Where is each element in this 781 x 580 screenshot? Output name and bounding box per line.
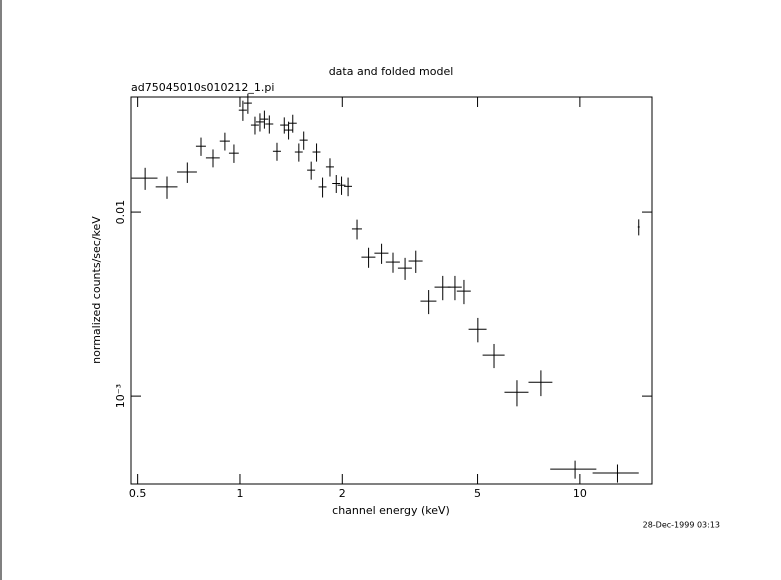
data-point: [361, 247, 376, 268]
data-point: [177, 162, 197, 183]
data-point: [219, 132, 230, 151]
data-point: [284, 121, 293, 140]
data-point: [468, 317, 487, 343]
data-point: [265, 115, 274, 134]
data-point: [592, 464, 639, 483]
data-point: [420, 290, 437, 315]
data-point: [332, 175, 341, 193]
data-point: [408, 250, 423, 273]
data-point: [131, 167, 158, 190]
x-tick-label: 1: [236, 487, 243, 500]
data-point: [337, 176, 346, 195]
y-tick-label: 0.01: [114, 200, 127, 225]
data-point: [307, 161, 316, 180]
data-point: [325, 158, 334, 177]
data-point: [155, 176, 178, 199]
data-point: [434, 275, 451, 301]
data-point: [205, 149, 220, 168]
data-point: [280, 117, 289, 134]
data-point: [195, 137, 206, 156]
data-point: [447, 275, 462, 301]
timestamp: 28-Dec-1999 03:13: [643, 521, 720, 530]
y-tick-label: 10⁻³: [114, 384, 127, 408]
x-axis-label: channel energy (keV): [332, 504, 450, 517]
data-point: [504, 380, 529, 407]
plot-frame: [130, 96, 653, 485]
y-axis-label: normalized counts/sec/keV: [90, 216, 103, 364]
x-tick-label: 2: [339, 487, 346, 500]
data-point: [288, 114, 297, 133]
data-point: [397, 257, 412, 280]
data-point: [238, 100, 247, 121]
data-point: [482, 343, 505, 369]
data-point: [351, 219, 362, 240]
data-point: [312, 143, 321, 162]
x-tick-label: 10: [573, 487, 587, 500]
data-point: [344, 177, 353, 197]
chart-subtitle: ad75045010s010212_1.pi: [131, 81, 274, 94]
data-point: [385, 252, 400, 273]
data-point: [528, 370, 553, 397]
data-point: [294, 143, 303, 162]
data-point: [637, 219, 640, 236]
data-point: [272, 142, 281, 161]
data-point: [318, 177, 327, 198]
x-tick-label: 0.5: [129, 487, 147, 500]
data-point: [260, 110, 269, 129]
data-point: [374, 243, 389, 264]
data-point: [243, 93, 252, 114]
data-point: [228, 144, 239, 163]
x-tick-label: 5: [474, 487, 481, 500]
data-point: [299, 131, 308, 150]
data-point: [255, 113, 264, 132]
data-point: [250, 116, 259, 135]
chart-title: data and folded model: [329, 65, 454, 78]
data-point: [550, 460, 597, 479]
data-point: [456, 279, 471, 305]
